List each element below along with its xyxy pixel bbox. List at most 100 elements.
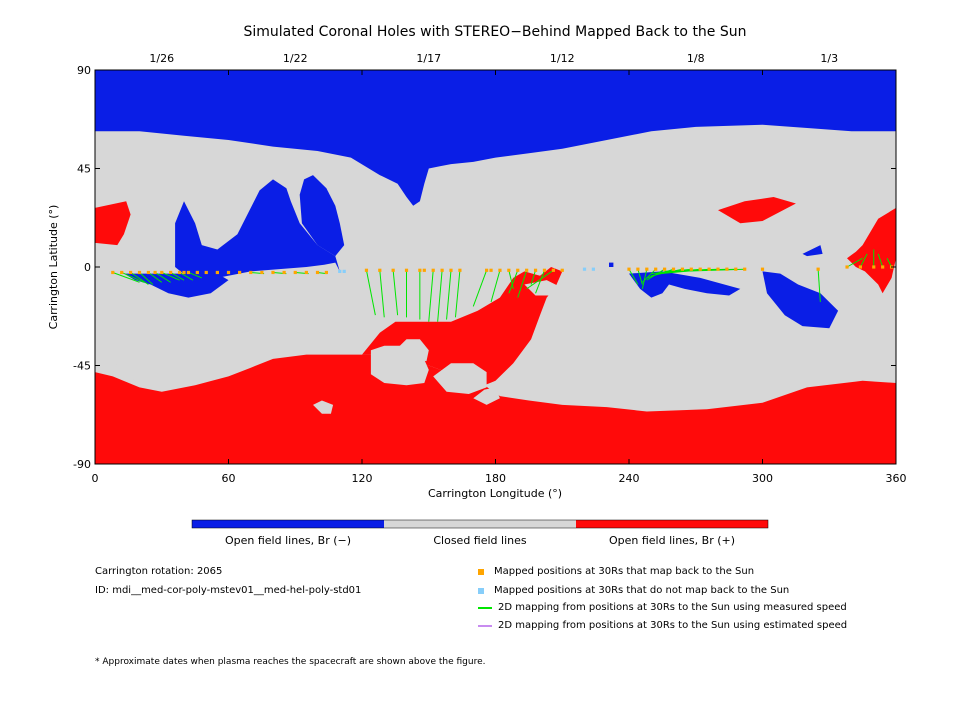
mapped-point-51 [689, 267, 693, 271]
mapped-point-13 [215, 270, 219, 275]
mapped-point-10 [186, 270, 191, 275]
top-date-label-0: 1/26 [149, 52, 174, 65]
mapped-point-24 [364, 268, 369, 272]
mapped-point-29 [422, 268, 426, 272]
mapped-point-22 [315, 270, 320, 275]
footnote: * Approximate dates when plasma reaches … [95, 657, 486, 667]
mapping-line-15 [379, 270, 385, 318]
positive-open-field-region-4 [718, 197, 796, 224]
x-tick-label-60: 60 [222, 472, 236, 485]
mapped-point-1 [120, 270, 124, 275]
mapped-point-54 [716, 267, 720, 271]
mapping-line-20 [437, 270, 443, 322]
mapping-line-26 [508, 270, 519, 294]
mapping-line-34 [641, 268, 657, 283]
mapped-point-18 [271, 270, 275, 275]
mapping-line-21 [446, 270, 452, 320]
negative-open-field-region-1 [175, 179, 340, 278]
legend-measured: 2D mapping from positions at 30Rs to the… [478, 602, 847, 613]
mapped-point-32 [449, 268, 453, 272]
mapped-point-60 [845, 265, 849, 269]
mapped-point-28 [418, 268, 422, 272]
mapped-point-42 [551, 268, 555, 272]
mapped-point-53 [707, 267, 711, 271]
carrington-rotation: Carrington rotation: 2065 [95, 566, 223, 577]
mapped-point-49 [671, 267, 676, 271]
mapped-point-41 [542, 268, 547, 272]
negative-open-field-region-6 [802, 245, 823, 257]
mapped-point-15 [238, 270, 242, 275]
mapped-point-4 [146, 270, 150, 275]
legend-mapped: Mapped positions at 30Rs that map back t… [478, 566, 754, 577]
mapped-point-37 [507, 268, 511, 272]
mapping-line-31 [628, 268, 639, 285]
mapped-point-58 [760, 267, 765, 271]
mapping-lines [112, 249, 892, 322]
legend-estimated: 2D mapping from positions at 30Rs to the… [478, 620, 847, 631]
mapping-line-30 [526, 269, 554, 290]
negative-open-field-region-2 [299, 175, 345, 257]
legend-unmapped-label: Mapped positions at 30Rs that do not map… [494, 585, 790, 596]
y-tick-label-90: 90 [77, 64, 91, 77]
closed-field-island-2 [397, 339, 429, 362]
mapping-line-28 [530, 270, 537, 285]
mapping-line-1 [121, 272, 145, 283]
legend-estimated-label: 2D mapping from positions at 30Rs to the… [498, 620, 848, 631]
legend-measured-label: 2D mapping from positions at 30Rs to the… [498, 602, 847, 613]
mapping-line-14 [365, 270, 376, 316]
mapped-point-52 [698, 267, 702, 271]
mapped-point-57 [743, 267, 747, 271]
negative-open-field-region-7 [609, 262, 614, 267]
mapped-point-27 [404, 268, 409, 272]
colorbar: Open field lines, Br (−) Closed field lin… [191, 519, 769, 547]
positive-open-field-region-5 [847, 207, 896, 294]
colorbar-label-2: Open field lines, Br (+) [609, 534, 735, 547]
positive-open-field-region-3 [95, 201, 131, 246]
x-axis-ticks: 0 60 120 180 240 300 360 [92, 70, 907, 485]
x-tick-label-0: 0 [92, 472, 99, 485]
top-date-label-4: 1/8 [687, 52, 705, 65]
mapped-point-34 [485, 268, 489, 272]
mapping-line-8 [179, 272, 194, 281]
x-axis-label: Carrington Longitude (°) [428, 487, 562, 500]
unmapped-swatch [478, 587, 484, 594]
mapped-point-23 [324, 270, 328, 275]
mapping-line-5 [154, 272, 171, 283]
negative-open-field-region-4 [629, 271, 741, 298]
model-id: ID: mdi__med-cor-poly-mstev01__med-hel-p… [95, 585, 362, 596]
top-date-labels: 1/26 1/22 1/17 1/12 1/8 1/3 [149, 52, 838, 65]
closed-field-island-3 [313, 400, 334, 414]
x-tick-label-240: 240 [619, 472, 640, 485]
mapped-point-31 [440, 268, 444, 272]
colorbar-segment-1 [384, 520, 576, 528]
field-regions [95, 70, 896, 464]
mapped-point-8 [177, 270, 182, 275]
mapping-line-47 [859, 253, 868, 268]
mapped-point-2 [129, 270, 133, 275]
mapping-line-19 [428, 270, 434, 322]
mapped-point-61 [858, 265, 862, 269]
mapped-point-59 [816, 267, 820, 271]
mapped-point-7 [169, 270, 173, 275]
mapped-point-50 [680, 267, 684, 271]
negative-open-field-region-0 [95, 70, 896, 206]
legend-mapped-label: Mapped positions at 30Rs that map back t… [494, 566, 755, 577]
y-axis-label: Carrington Latitude (°) [47, 205, 60, 330]
negative-open-field-region-5 [762, 271, 839, 329]
mapped-point-39 [525, 268, 529, 272]
top-date-label-2: 1/17 [416, 52, 441, 65]
mapped-point-21 [304, 270, 308, 275]
positive-open-field-region-0 [95, 354, 896, 464]
mapping-line-44 [677, 268, 745, 272]
mapping-line-9 [188, 272, 202, 279]
mapped-point-33 [458, 268, 462, 272]
colorbar-frame [191, 519, 769, 529]
mapped-point-5 [153, 270, 157, 275]
mapping-line-46 [846, 257, 863, 268]
mapping-line-2 [130, 272, 149, 285]
mapped-point-40 [533, 268, 538, 272]
y-tick-label--90: -90 [73, 458, 91, 471]
y-tick-label-0: 0 [84, 261, 91, 274]
mapping-line-27 [517, 270, 528, 298]
top-date-label-1: 1/22 [283, 52, 308, 65]
